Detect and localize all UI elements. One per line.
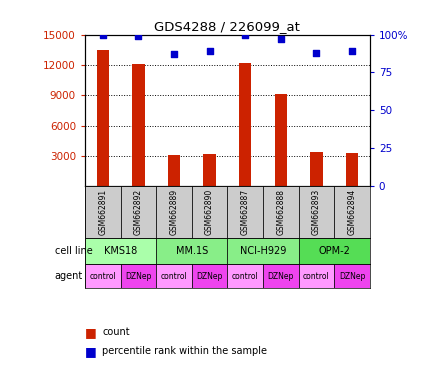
- Bar: [132, 64, 145, 186]
- Text: control: control: [89, 271, 116, 281]
- Text: GSM662889: GSM662889: [170, 189, 178, 235]
- Bar: [298, 264, 334, 288]
- Bar: [156, 238, 227, 264]
- Bar: [85, 264, 121, 288]
- Text: GSM662887: GSM662887: [241, 189, 249, 235]
- Bar: [310, 152, 323, 186]
- Bar: [263, 186, 298, 238]
- Bar: [275, 94, 287, 186]
- Text: GSM662892: GSM662892: [134, 189, 143, 235]
- Text: GSM662888: GSM662888: [276, 189, 285, 235]
- Text: cell line: cell line: [55, 246, 93, 256]
- Point: [135, 33, 142, 39]
- Bar: [346, 153, 358, 186]
- Bar: [334, 264, 370, 288]
- Text: control: control: [232, 271, 258, 281]
- Bar: [85, 186, 121, 238]
- Point: [170, 51, 177, 57]
- Bar: [168, 155, 180, 186]
- Bar: [192, 264, 227, 288]
- Bar: [263, 264, 298, 288]
- Text: NCI-H929: NCI-H929: [240, 246, 286, 256]
- Bar: [203, 154, 216, 186]
- Text: percentile rank within the sample: percentile rank within the sample: [102, 346, 267, 356]
- Text: OPM-2: OPM-2: [318, 246, 350, 256]
- Text: KMS18: KMS18: [104, 246, 137, 256]
- Text: DZNep: DZNep: [339, 271, 365, 281]
- Point: [99, 31, 106, 38]
- Bar: [156, 264, 192, 288]
- Point: [242, 31, 249, 38]
- Text: count: count: [102, 327, 130, 337]
- Bar: [96, 50, 109, 186]
- Text: agent: agent: [55, 271, 83, 281]
- Text: DZNep: DZNep: [268, 271, 294, 281]
- Text: GSM662894: GSM662894: [348, 189, 357, 235]
- Text: ■: ■: [85, 326, 97, 339]
- Bar: [227, 238, 298, 264]
- Point: [278, 36, 284, 42]
- Bar: [227, 264, 263, 288]
- Text: DZNep: DZNep: [125, 271, 152, 281]
- Point: [348, 48, 355, 54]
- Text: control: control: [161, 271, 187, 281]
- Bar: [85, 238, 156, 264]
- Bar: [239, 63, 252, 186]
- Bar: [298, 186, 334, 238]
- Point: [206, 48, 213, 54]
- Title: GDS4288 / 226099_at: GDS4288 / 226099_at: [154, 20, 300, 33]
- Bar: [298, 238, 370, 264]
- Bar: [227, 186, 263, 238]
- Bar: [192, 186, 227, 238]
- Point: [313, 50, 320, 56]
- Bar: [121, 264, 156, 288]
- Bar: [121, 186, 156, 238]
- Text: GSM662891: GSM662891: [98, 189, 107, 235]
- Text: MM.1S: MM.1S: [176, 246, 208, 256]
- Text: GSM662893: GSM662893: [312, 189, 321, 235]
- Text: DZNep: DZNep: [196, 271, 223, 281]
- Bar: [156, 186, 192, 238]
- Bar: [334, 186, 370, 238]
- Text: ■: ■: [85, 345, 97, 358]
- Text: GSM662890: GSM662890: [205, 189, 214, 235]
- Text: control: control: [303, 271, 330, 281]
